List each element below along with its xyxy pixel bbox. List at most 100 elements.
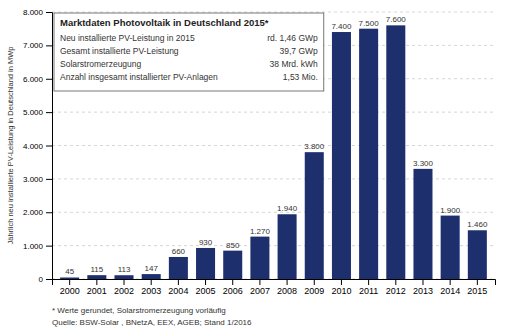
- data-label: 1.460: [467, 220, 488, 229]
- data-label: 3.800: [304, 142, 325, 151]
- tick: 2000: [60, 279, 80, 296]
- tick-label: 2005: [196, 286, 216, 296]
- grid: [52, 12, 495, 279]
- bar: [142, 274, 161, 279]
- tick-label: 8.000: [23, 8, 44, 17]
- tick-mark: [46, 79, 52, 80]
- bar: [223, 251, 242, 279]
- chart: 451151131476609308501.2701.9403.8007.400…: [0, 0, 505, 335]
- tick-mark: [69, 279, 70, 285]
- tick-label: 2009: [304, 286, 324, 296]
- tick-label: 3.000: [23, 175, 44, 184]
- tick: 2004: [168, 279, 188, 296]
- tick: 5.000: [23, 108, 52, 117]
- tick-mark: [287, 279, 288, 285]
- annotation: 1,53 Mio.: [283, 72, 318, 82]
- annotation: Solarstromerzeugung: [60, 59, 142, 69]
- bars: [60, 25, 487, 279]
- data-label: 113: [118, 265, 131, 274]
- data-label: 930: [199, 238, 213, 247]
- tick: 7.000: [23, 41, 52, 50]
- data-label: 7.500: [359, 19, 380, 28]
- bar: [359, 29, 378, 279]
- tick-mark: [96, 279, 97, 285]
- tick: 2014: [440, 279, 460, 296]
- tick-label: 2010: [331, 286, 351, 296]
- bar: [332, 32, 351, 279]
- x-axis: 2000 2001 2002 2003 2004 2005 2006 2007 2008 2009…: [53, 279, 496, 296]
- annotation: rd. 1,46 GWp: [267, 33, 318, 43]
- tick: 2006: [223, 279, 243, 296]
- tick: 2011: [359, 279, 378, 296]
- tick-label: 2000: [60, 286, 80, 296]
- tick: 2005: [196, 279, 216, 296]
- tick-label: 2014: [440, 286, 460, 296]
- grid-line: [52, 112, 495, 113]
- tick-mark: [124, 279, 125, 285]
- tick: 2002: [114, 279, 134, 296]
- annotation: 38 Mrd. kWh: [270, 59, 318, 69]
- data-label: 45: [65, 267, 74, 276]
- axis-line: [53, 280, 496, 286]
- tick-mark: [151, 279, 152, 285]
- tick-mark: [46, 212, 52, 213]
- tick: 2007: [250, 279, 270, 296]
- tick-mark: [46, 45, 52, 46]
- tick-label: 7.000: [23, 41, 44, 50]
- tick-mark: [178, 279, 179, 285]
- tick-mark: [46, 146, 52, 147]
- tick: 2010: [331, 279, 351, 296]
- title: Marktdaten Photovoltaik in Deutschland 2…: [60, 17, 269, 28]
- tick-mark: [46, 246, 52, 247]
- bar: [87, 275, 106, 279]
- data-label: 1.900: [440, 206, 461, 215]
- tick-label: 1.000: [23, 242, 44, 251]
- tick-label: 2008: [277, 286, 297, 296]
- tick-mark: [46, 179, 52, 180]
- tick: 6.000: [23, 75, 52, 84]
- footnote: * Werte gerundet, Solarstromerzeugung vo…: [52, 306, 226, 315]
- footnote: Quelle: BSW-Solar , BNetzA, EEX, AGEB; S…: [52, 318, 252, 327]
- tick-label: 2015: [467, 286, 487, 296]
- tick-label: 6.000: [23, 75, 44, 84]
- data-label: 1.270: [250, 227, 271, 236]
- tick: 8.000: [23, 8, 52, 17]
- data-label: 7.600: [386, 15, 407, 24]
- tick-label: 2004: [168, 286, 188, 296]
- tick: 2.000: [23, 208, 52, 217]
- data-label: 660: [172, 247, 186, 256]
- annotation: Anzahl insgesamt installierter PV-Anlage…: [60, 72, 218, 82]
- y-axis-title: Jährlich neu installierte PV-Leistung in…: [6, 46, 15, 244]
- annotation: 39,7 GWp: [279, 46, 318, 56]
- tick-mark: [46, 279, 52, 280]
- tick: 0: [39, 275, 52, 284]
- tick-label: 5.000: [23, 108, 44, 117]
- bar: [115, 275, 134, 279]
- tick-mark: [477, 279, 478, 285]
- bar: [305, 152, 324, 279]
- tick: 1.000: [23, 242, 52, 251]
- tick: 2003: [141, 279, 161, 296]
- info-box: Marktdaten Photovoltaik in Deutschland 2…: [54, 13, 324, 91]
- bar: [386, 25, 405, 279]
- tick: 4.000: [23, 142, 52, 151]
- tick: 2009: [304, 279, 324, 296]
- tick-label: 2001: [87, 286, 107, 296]
- tick-label: 2007: [250, 286, 270, 296]
- annotation: Neu installierte PV-Leistung in 2015: [60, 33, 195, 43]
- tick-mark: [46, 12, 52, 13]
- bar: [60, 277, 79, 279]
- bar: [250, 237, 269, 279]
- tick-mark: [368, 279, 369, 285]
- data-label: 147: [145, 264, 159, 273]
- info-box-frame: [54, 13, 324, 91]
- tick: 2013: [413, 279, 433, 296]
- bar: [413, 169, 432, 279]
- tick-label: 2012: [386, 286, 406, 296]
- y-axis: 0 1.000 2.000 3.000 4.000 5.000 6.000 7.000 8.00…: [23, 8, 53, 284]
- tick-mark: [422, 279, 423, 285]
- tick: 3.000: [23, 175, 52, 184]
- bar: [441, 216, 460, 279]
- tick-label: 2013: [413, 286, 433, 296]
- tick-mark: [314, 279, 315, 285]
